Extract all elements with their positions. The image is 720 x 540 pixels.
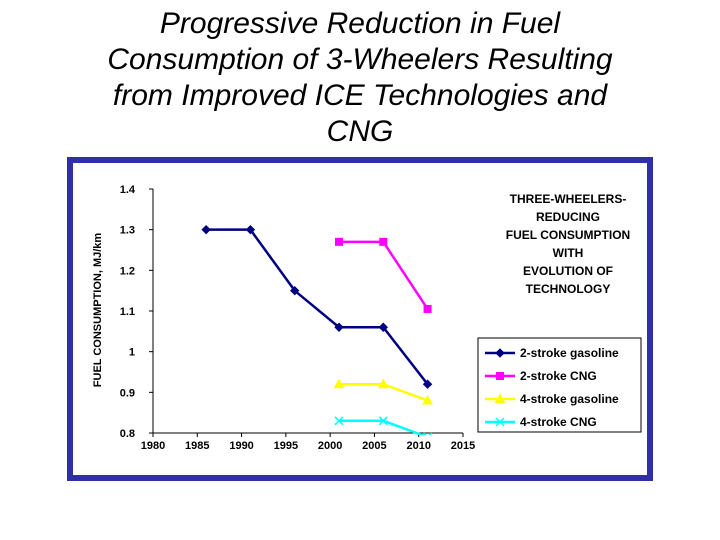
data-point [378,416,388,426]
y-axis-label: FUEL CONSUMPTION, MJ/km [92,233,104,388]
chart-title: THREE-WHEELERS- REDUCING FUEL CONSUMPTIO… [506,192,630,296]
series-line [206,228,429,385]
data-point [290,285,300,296]
data-point [377,378,389,389]
legend-entry: 2-stroke gasoline [485,346,619,360]
fuel-consumption-chart: THREE-WHEELERS- REDUCING FUEL CONSUMPTIO… [92,184,642,452]
data-point [333,378,345,389]
legend-label: 4-stroke CNG [520,415,597,429]
x-tick-label: 2015 [451,440,475,452]
x-tick-label: 1990 [229,440,253,452]
x-tick-label: 2000 [318,440,342,452]
slide-title-line-3: from Improved ICE Technologies and [112,79,608,112]
chart-title-line: THREE-WHEELERS- [510,192,627,206]
marker-stroke [428,432,433,435]
legend-swatch-marker [495,348,505,358]
data-point [378,322,388,332]
data-point [245,224,256,235]
legend-entry: 2-stroke CNG [485,369,597,383]
chart-title-line: EVOLUTION OF [523,264,613,278]
marker-stroke [423,432,427,435]
slide-title-line-1: Progressive Reduction in Fuel [159,7,561,40]
legend-swatch-marker [495,417,505,427]
x-tick-label: 2010 [406,440,430,452]
marker-stroke [378,416,388,426]
data-point [201,224,211,235]
legend-label: 2-stroke CNG [520,369,597,383]
data-point [334,322,344,332]
series-line [339,240,429,310]
data-point [334,416,344,426]
marker-stroke [334,416,344,426]
y-tick-label: 1 [129,347,135,359]
chart-title-line: WITH [553,246,584,260]
data-point [379,237,388,246]
legend: 2-stroke gasoline 2-stroke CNG 4-stroke ga… [477,337,642,433]
slide-title-line-4: CNG [326,115,394,148]
slide-title-line-2: Consumption of 3-Wheelers Resulting [107,43,613,76]
chart-title-line: FUEL CONSUMPTION [506,228,630,242]
y-tick-label: 1.2 [120,265,135,277]
x-tick-label: 1980 [141,440,165,452]
x-tick-label: 1995 [274,440,298,452]
chart-frame: THREE-WHEELERS- REDUCING FUEL CONSUMPTIO… [67,157,653,481]
y-tick-label: 1.1 [120,306,135,318]
legend-entry: 4-stroke gasoline [485,392,619,406]
chart-title-line: REDUCING [536,210,600,224]
legend-label: 2-stroke gasoline [520,346,619,360]
y-tick-label: 1.3 [120,225,135,237]
data-point [423,432,433,435]
data-point [335,237,343,246]
y-tick-label: 0.9 [120,387,135,399]
series-4-stroke-cng [334,416,433,435]
legend-label: 4-stroke gasoline [520,392,619,406]
legend-swatch-marker [494,393,506,403]
y-tick-label: 0.8 [120,428,135,440]
legend-entry: 4-stroke CNG [485,415,597,429]
marker-stroke [495,417,505,427]
y-tick-label: 1.4 [120,184,136,196]
data-point [422,379,433,389]
series-line [339,419,426,435]
series-2-stroke-gasoline [201,224,433,389]
legend-swatch-marker [496,372,504,380]
chart-title-line: TECHNOLOGY [526,282,611,296]
data-point [423,304,432,313]
x-tick-label: 1985 [185,440,209,452]
slide-title: Progressive Reduction in Fuel Consumptio… [20,6,700,150]
series-2-stroke-cng [335,237,432,313]
x-tick-label: 2005 [362,440,386,452]
data-point [422,394,433,405]
series-4-stroke-gasoline [333,378,433,405]
